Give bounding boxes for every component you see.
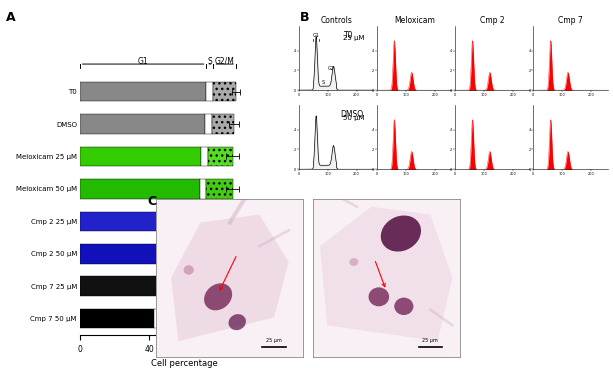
Bar (219, 212, 236, 231)
Bar (205, 114, 211, 134)
Bar (211, 114, 234, 134)
Text: 25 μm: 25 μm (266, 338, 282, 343)
Title: Meloxicam: Meloxicam (394, 16, 435, 25)
Bar (207, 82, 213, 101)
Text: G1: G1 (138, 57, 148, 66)
Title: Cmp 2: Cmp 2 (481, 16, 505, 25)
Bar (201, 147, 208, 166)
Ellipse shape (183, 265, 194, 275)
Ellipse shape (368, 287, 389, 306)
Ellipse shape (394, 298, 413, 315)
Text: 25 μm: 25 μm (422, 338, 438, 343)
Bar (219, 276, 224, 296)
Text: C: C (147, 195, 156, 208)
X-axis label: Cell percentage: Cell percentage (151, 359, 217, 368)
Polygon shape (320, 206, 452, 341)
Ellipse shape (204, 283, 232, 310)
Bar (180, 244, 210, 263)
Title: Cmp 7: Cmp 7 (558, 16, 583, 25)
Bar (170, 244, 180, 263)
Bar (224, 276, 243, 296)
Polygon shape (171, 215, 289, 341)
Bar (80, 276, 219, 296)
Bar (213, 82, 236, 101)
Bar (200, 179, 207, 199)
Text: DMSO: DMSO (340, 110, 364, 119)
Ellipse shape (229, 314, 246, 330)
Text: G2/M: G2/M (215, 57, 235, 66)
Text: A: A (6, 11, 16, 24)
Bar (80, 179, 200, 199)
Text: B: B (300, 11, 310, 24)
Title: Controls: Controls (321, 16, 352, 25)
Text: S: S (208, 57, 212, 66)
Text: G2: G2 (328, 66, 335, 71)
Text: S: S (322, 80, 325, 85)
Bar (213, 212, 219, 231)
Bar (80, 82, 207, 101)
Bar (80, 244, 170, 263)
Text: 50 μM: 50 μM (343, 114, 365, 121)
Bar (207, 179, 232, 199)
Text: 25 μM: 25 μM (343, 35, 365, 42)
Bar (80, 309, 154, 328)
Bar (80, 114, 205, 134)
Text: G1: G1 (313, 33, 319, 38)
Bar (80, 212, 213, 231)
Bar (163, 309, 194, 328)
Ellipse shape (381, 216, 421, 252)
Bar (154, 309, 163, 328)
Ellipse shape (349, 258, 358, 266)
Text: T0: T0 (344, 31, 353, 40)
Bar (80, 147, 201, 166)
Bar (208, 147, 232, 166)
